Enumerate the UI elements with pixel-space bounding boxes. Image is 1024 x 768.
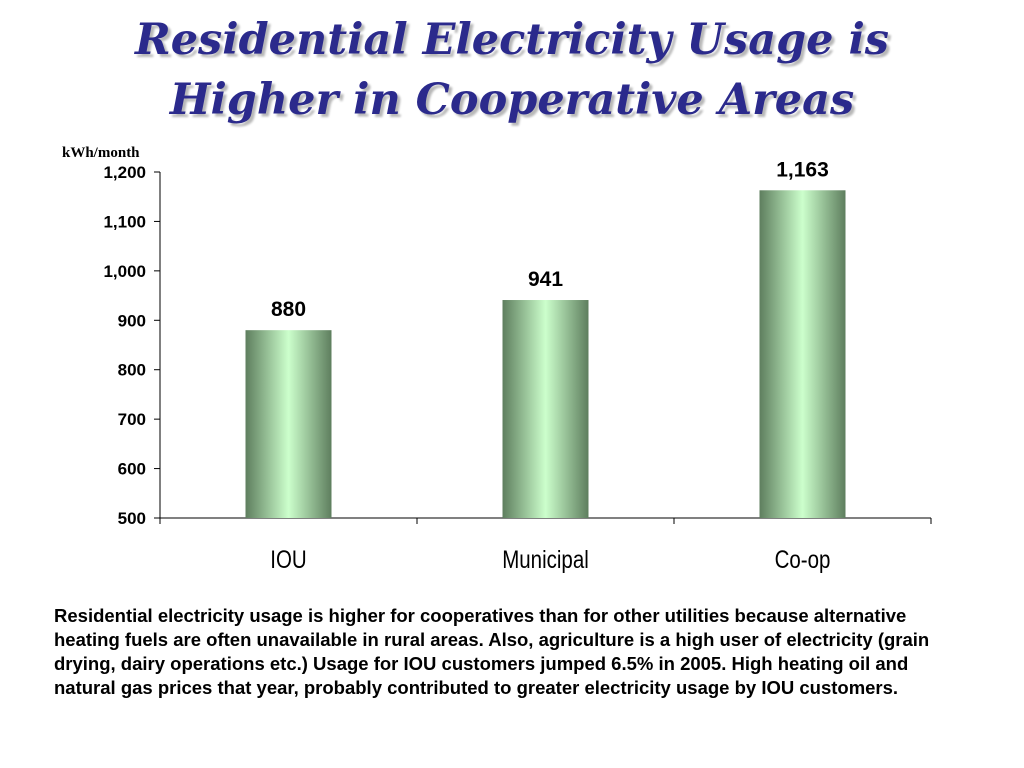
- y-tick-label: 1,100: [103, 212, 146, 231]
- title-line-2: Higher in Cooperative Areas: [169, 75, 855, 125]
- axes: 500 600 700 800 900 1,000 1,100 1,200: [103, 163, 932, 528]
- caption-text: Residential electricity usage is higher …: [54, 605, 930, 698]
- title-line-1: Residential Electricity Usage is: [134, 15, 890, 65]
- bars: [245, 190, 846, 518]
- x-tick-label: Municipal: [502, 545, 589, 573]
- x-tick-label: IOU: [270, 545, 306, 573]
- labels: 880 IOU 941 Municipal 1,163 Co-op: [270, 158, 830, 573]
- bar-municipal: [502, 300, 589, 518]
- x-tick-label: Co-op: [775, 545, 831, 573]
- y-tick-label: 600: [118, 460, 146, 479]
- slide-title: Residential Electricity Usage is Higher …: [0, 10, 1024, 130]
- y-axis-label: kWh/month: [62, 145, 140, 161]
- y-tick-label: 700: [118, 410, 146, 429]
- data-label: 1,163: [776, 158, 829, 181]
- y-tick-label: 800: [118, 361, 146, 380]
- bar-chart: kWh/month 500 600 700 800 900 1,000 1,100 1,200…: [62, 145, 932, 573]
- data-label: 880: [271, 298, 306, 321]
- bar-iou: [245, 330, 332, 518]
- y-tick-label: 900: [118, 311, 146, 330]
- y-tick-label: 1,200: [103, 163, 146, 182]
- y-tick-label: 1,000: [103, 262, 146, 281]
- bar-co-op: [759, 190, 846, 518]
- y-tick-label: 500: [118, 509, 146, 528]
- data-label: 941: [528, 268, 563, 291]
